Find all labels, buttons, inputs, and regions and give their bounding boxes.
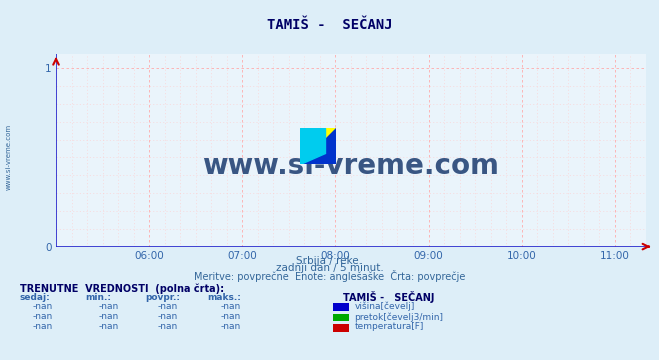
Text: višina[čevelj]: višina[čevelj] xyxy=(355,302,415,311)
Text: pretok[čevelj3/min]: pretok[čevelj3/min] xyxy=(355,312,444,321)
Text: -nan: -nan xyxy=(221,302,241,311)
Text: povpr.:: povpr.: xyxy=(145,292,180,302)
Text: TAMIŠ -  SEČANJ: TAMIŠ - SEČANJ xyxy=(267,18,392,32)
Text: -nan: -nan xyxy=(221,312,241,321)
Text: zadnji dan / 5 minut.: zadnji dan / 5 minut. xyxy=(275,263,384,273)
Text: -nan: -nan xyxy=(99,302,119,311)
Text: sedaj:: sedaj: xyxy=(20,292,51,302)
Text: maks.:: maks.: xyxy=(208,292,241,302)
Text: -nan: -nan xyxy=(221,323,241,331)
Text: -nan: -nan xyxy=(158,323,178,331)
Text: -nan: -nan xyxy=(33,312,53,321)
Polygon shape xyxy=(300,128,336,164)
Text: -nan: -nan xyxy=(158,302,178,311)
Text: -nan: -nan xyxy=(158,312,178,321)
Text: www.si-vreme.com: www.si-vreme.com xyxy=(202,152,500,180)
Text: www.si-vreme.com: www.si-vreme.com xyxy=(5,123,12,190)
Text: -nan: -nan xyxy=(99,312,119,321)
Text: Srbija / reke.: Srbija / reke. xyxy=(297,256,362,266)
Text: -nan: -nan xyxy=(99,323,119,331)
Text: TRENUTNE  VREDNOSTI  (polna črta):: TRENUTNE VREDNOSTI (polna črta): xyxy=(20,283,224,294)
Text: Meritve: povprečne  Enote: anglešaške  Črta: povprečje: Meritve: povprečne Enote: anglešaške Črt… xyxy=(194,270,465,282)
Text: TAMIŠ -   SEČANJ: TAMIŠ - SEČANJ xyxy=(343,291,434,303)
Polygon shape xyxy=(300,128,326,164)
Text: -nan: -nan xyxy=(33,302,53,311)
Text: -nan: -nan xyxy=(33,323,53,331)
Text: min.:: min.: xyxy=(86,292,111,302)
Polygon shape xyxy=(300,128,336,164)
Text: temperatura[F]: temperatura[F] xyxy=(355,323,424,331)
